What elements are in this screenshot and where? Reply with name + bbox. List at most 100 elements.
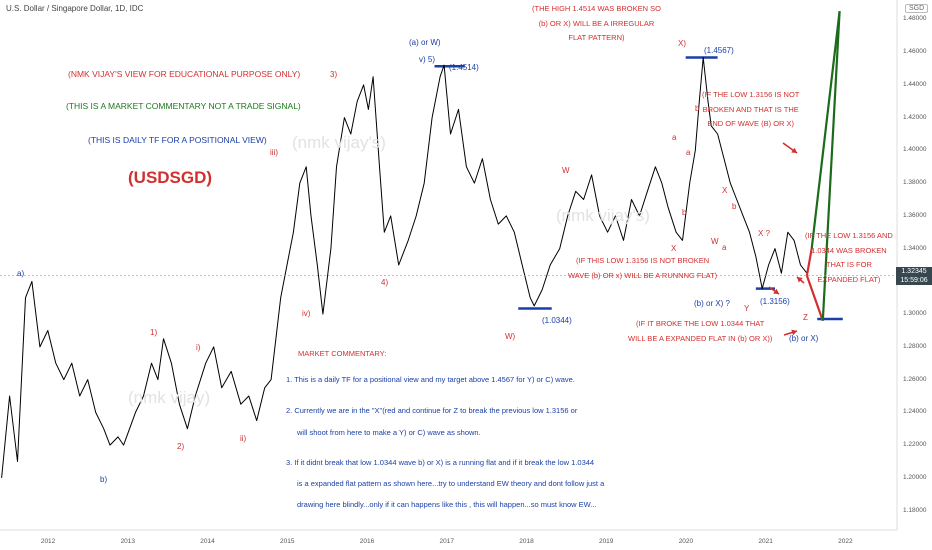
wave-label-iv: iv) [302, 309, 311, 318]
note-line: 1.0344 WAS BROKEN [811, 245, 887, 255]
note-line: (IF THE LOW 1.3156 IS NOT [702, 90, 800, 99]
year-tick: 2019 [598, 538, 614, 545]
price-tick: 1.40000 [903, 146, 927, 154]
wave-label-b: b) [100, 475, 108, 484]
wave-label-W-paren: W) [505, 332, 516, 341]
wave-label-2: 2) [177, 442, 185, 451]
note-line: (b) OR X) WILL BE A IRREGULAR [538, 18, 655, 28]
wave-label-4: 4) [381, 278, 389, 287]
note-expanded-1-0344: (IF IT BROKE THE LOW 1.0344 THAT WILL BE… [628, 317, 772, 346]
arrow-head [773, 288, 779, 294]
watermark-third: (nmk vijay) [128, 388, 211, 407]
commentary-p2b: will shoot from here to make a Y) or C) … [297, 428, 481, 437]
wave-label-W-2: W [711, 237, 719, 246]
price-tick: 1.24000 [903, 408, 927, 416]
arrow-head [791, 147, 797, 153]
projection-line [805, 275, 824, 322]
wave-label-X-paren: X) [678, 39, 686, 48]
wave-label-b-3: b [732, 202, 737, 211]
wave-label-b-2: b [682, 208, 687, 217]
year-tick: 2012 [40, 538, 56, 545]
year-tick: 2018 [519, 538, 534, 545]
countdown-value: 15:59:06 [900, 276, 928, 284]
year-tick: 2017 [439, 538, 454, 545]
year-tick: 2014 [200, 538, 215, 545]
wave-label-a-3: a [722, 243, 727, 252]
note-line: (THE HIGH 1.4514 WAS BROKEN SO [532, 4, 661, 13]
price-tick: 1.28000 [903, 342, 927, 350]
note-line: WAVE (b) OR x) WILL BE A RUNNNG FLAT) [568, 270, 718, 280]
commentary-p3c: drawing here blindly...only if it can ha… [297, 500, 597, 509]
arrow-head [797, 277, 803, 283]
wave-label-a: a) [17, 269, 25, 278]
wave-label-X-question: X ? [758, 229, 771, 238]
commentary-p3b: is a expanded flat pattern as shown here… [297, 479, 605, 488]
wave-label-i: i) [196, 343, 201, 352]
price-tick: 1.38000 [903, 179, 927, 187]
note-line: BROKEN AND THAT IS THE [702, 104, 799, 114]
arrow-head [791, 329, 797, 336]
intro-daily-tf: (THIS IS DAILY TF FOR A POSITIONAL VIEW) [88, 135, 267, 145]
chart-title: U.S. Dollar / Singapore Dollar, 1D, IDC [6, 4, 144, 13]
wave-label-Z: Z [803, 313, 808, 322]
note-line: END OF WAVE (B) OR X) [707, 119, 795, 129]
price-label-1-4567: (1.4567) [704, 46, 734, 55]
intro-educational: (NMK VIJAY'S VIEW FOR EDUCATIONAL PURPOS… [68, 69, 301, 79]
price-tick: 1.30000 [903, 310, 927, 318]
wave-label-v5: v) 5) [419, 55, 435, 64]
price-tick: 1.20000 [903, 473, 927, 481]
wave-label-a-2: a [686, 148, 691, 157]
price-label-1-3156: (1.3156) [760, 297, 790, 306]
projection-line [810, 11, 841, 249]
note-line: (IF THIS LOW 1.3156 IS NOT BROKEN [576, 256, 710, 265]
watermark-main: (nmk vijay's) [292, 133, 386, 152]
note-line: WILL BE A EXPANDED FLAT IN (b) OR X)) [628, 333, 773, 343]
wave-label-iii: iii) [270, 148, 278, 157]
price-tick: 1.48000 [903, 15, 927, 23]
wave-label-b-or-x-question: (b) or X) ? [694, 299, 731, 308]
price-tick: 1.44000 [903, 80, 927, 88]
note-high-broken: (THE HIGH 1.4514 WAS BROKEN SO (b) OR X)… [532, 2, 661, 46]
wave-label-b-1: b [695, 104, 700, 113]
price-series [1, 11, 841, 478]
wave-label-a-1: a [672, 133, 677, 142]
note-expanded-both: (IF THE LOW 1.3156 AND 1.0344 WAS BROKEN… [805, 229, 893, 288]
commentary-title: MARKET COMMENTARY: [298, 349, 387, 358]
wave-label-ii: ii) [240, 434, 247, 443]
year-tick: 2016 [359, 538, 375, 545]
currency-badge[interactable]: SGD [905, 4, 929, 13]
year-tick: 2013 [120, 538, 136, 545]
last-price-label: 1.32345 15:59:06 [896, 266, 932, 285]
wave-label-b-or-x: (b) or X) [789, 334, 819, 343]
year-tick: 2022 [838, 538, 853, 545]
year-tick: 2021 [758, 538, 773, 545]
watermark-second: (nmk vijay's) [556, 206, 650, 225]
wave-label-X-2: X [722, 186, 728, 195]
last-price-value: 1.32345 [901, 267, 927, 275]
commentary-p2a: 2. Currently we are in the "X"(red and c… [286, 406, 578, 415]
price-label-1-0344: (1.0344) [542, 316, 572, 325]
price-tick: 1.22000 [903, 441, 927, 449]
price-tick: 1.46000 [903, 48, 927, 56]
intro-not-signal: (THIS IS A MARKET COMMENTARY NOT A TRADE… [66, 101, 301, 111]
note-line: (IF IT BROKE THE LOW 1.0344 THAT [636, 319, 765, 328]
wave-label-Y: Y [744, 304, 750, 313]
projection-line [821, 11, 841, 321]
note-line: THAT IS FOR [825, 260, 872, 270]
note-low-not-broken-end: (IF THE LOW 1.3156 IS NOT BROKEN AND THA… [702, 88, 799, 132]
note-line: FLAT PATTERN) [568, 33, 625, 43]
projection-line [805, 248, 813, 276]
note-line: (IF THE LOW 1.3156 AND [805, 231, 893, 240]
note-running-flat: (IF THIS LOW 1.3156 IS NOT BROKEN WAVE (… [568, 254, 717, 283]
wave-label-a-or-w: (a) or W) [409, 38, 441, 47]
wave-label-W: W [562, 166, 570, 175]
wave-label-X: X [671, 244, 677, 253]
price-line [1, 57, 808, 478]
wave-label-3: 3) [330, 70, 338, 79]
price-label-1-4514: (1.4514) [449, 63, 479, 72]
price-tick: 1.42000 [903, 113, 927, 121]
year-tick: 2020 [678, 538, 694, 545]
price-tick: 1.18000 [903, 506, 927, 514]
symbol-heading: (USDSGD) [128, 168, 213, 187]
